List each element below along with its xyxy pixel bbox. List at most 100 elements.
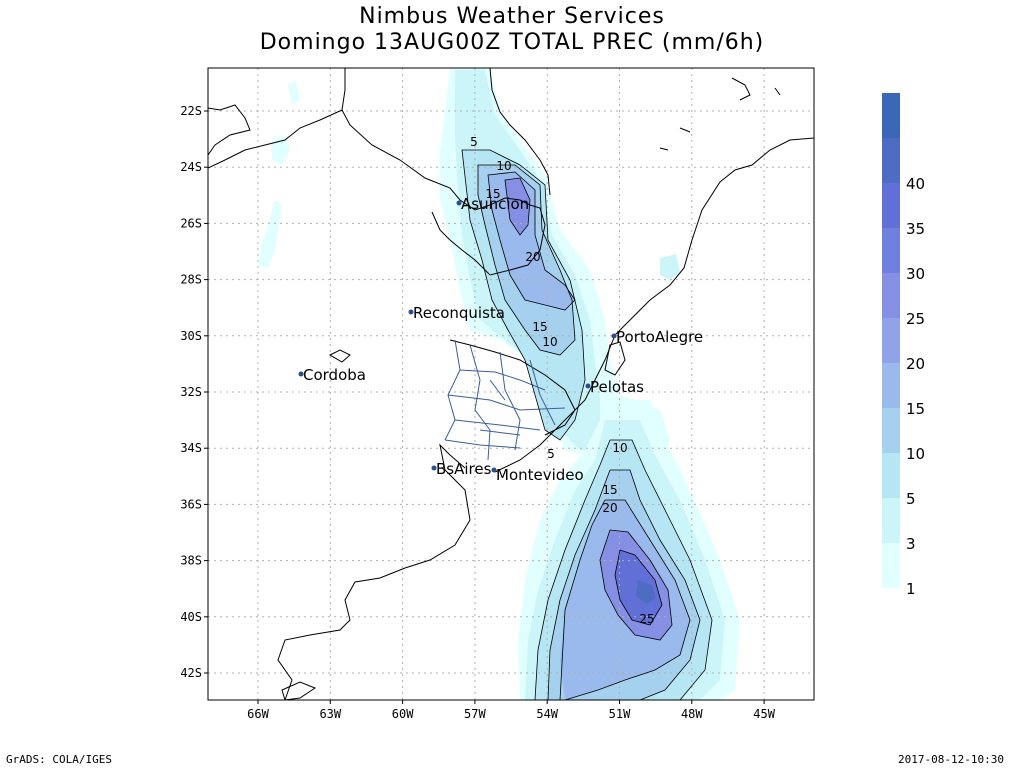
map-frame	[207, 67, 815, 701]
lat-tick-label: 28S	[180, 273, 202, 287]
precip-patch-west	[272, 135, 290, 165]
contour-south-20	[599, 529, 673, 641]
lon-tick-label: 54W	[536, 707, 558, 721]
legend-swatch	[882, 408, 900, 453]
legend-level-label: 25	[906, 310, 925, 328]
lon-tick-label: 60W	[392, 707, 414, 721]
legend-swatch	[882, 93, 900, 138]
legend-level-label: 5	[906, 490, 916, 508]
city-label: Montevideo	[496, 466, 584, 484]
latitude-axis: 22S 24S 26S 28S 30S 32S 34S 36S 38S 40S 42S	[180, 104, 208, 680]
contour-label: 10	[612, 441, 627, 455]
city-pelotas: Pelotas	[585, 378, 644, 396]
contour-label: 5	[547, 447, 555, 461]
contour-label: 5	[470, 135, 478, 149]
coastline-south-america-east	[494, 137, 814, 473]
precip-band-north-20mm	[505, 178, 530, 235]
footer-credit: GrADS: COLA/IGES	[6, 753, 112, 766]
legend-level-label: 3	[906, 535, 916, 553]
coast-islands	[659, 77, 781, 151]
city-label: Asuncion	[461, 195, 529, 213]
legend-level-label: 30	[906, 265, 925, 283]
contour-label: 10	[542, 335, 557, 349]
legend-swatch	[882, 363, 900, 408]
bolivia-border	[208, 109, 343, 169]
city-portoalegre: PortoAlegre	[611, 328, 703, 346]
lat-tick-label: 24S	[180, 160, 202, 174]
contour-north-10	[477, 164, 576, 356]
contour-label: 20	[525, 250, 540, 264]
lon-tick-label: 63W	[319, 707, 341, 721]
footer-timestamp: 2017-08-12-10:30	[898, 753, 1004, 766]
legend-swatch	[882, 273, 900, 318]
contour-label: 20	[602, 501, 617, 515]
city-montevideo: Montevideo	[491, 466, 584, 484]
contour-south-15	[559, 499, 691, 700]
lat-tick-label: 38S	[180, 554, 202, 568]
contour-north-20	[504, 177, 531, 236]
lake-patos	[604, 341, 626, 376]
legend-level-label: 35	[906, 220, 925, 238]
lon-tick-label: 51W	[609, 707, 631, 721]
legend-swatch	[882, 183, 900, 228]
contour-south-25	[614, 549, 663, 626]
map-subtitle: Domingo 13AUG00Z TOTAL PREC (mm/6h)	[259, 30, 765, 55]
city-cordoba: Cordoba	[298, 366, 366, 384]
contour-labels: 5 10 15 20 15 10 5 10 15 20 25	[470, 135, 654, 626]
contour-label: 15	[602, 483, 617, 497]
legend-swatch	[882, 228, 900, 273]
legend-swatch	[882, 138, 900, 183]
river-network	[444, 339, 566, 461]
longitude-axis: 66W 63W 60W 57W 54W 51W 48W 45W	[247, 700, 776, 721]
coastline-argentina	[277, 443, 471, 700]
lon-tick-label: 45W	[753, 707, 775, 721]
legend-level-label: 15	[906, 400, 925, 418]
lat-tick-label: 34S	[180, 441, 202, 455]
lon-tick-label: 48W	[681, 707, 703, 721]
lat-tick-label: 30S	[180, 329, 202, 343]
coastline-patagonia-island	[281, 681, 317, 700]
brazil-interior-border	[489, 68, 551, 196]
legend-swatch	[882, 543, 900, 588]
contour-north-15	[487, 171, 576, 311]
contour-south-10	[547, 469, 701, 700]
legend-swatch	[882, 498, 900, 543]
lat-tick-label: 32S	[180, 385, 202, 399]
city-label: Pelotas	[590, 378, 644, 396]
contour-label: 25	[639, 612, 654, 626]
lat-tick-label: 26S	[180, 216, 202, 230]
city-asuncion: Asuncion	[456, 195, 529, 213]
cities: Asuncion Reconquista PortoAlegre Cordoba…	[298, 195, 703, 484]
lake-cordoba	[328, 349, 351, 363]
city-label: Reconquista	[413, 304, 505, 322]
paraguay-border	[341, 68, 546, 276]
city-label: PortoAlegre	[616, 328, 703, 346]
lat-tick-label: 42S	[180, 666, 202, 680]
contour-label: 10	[496, 159, 511, 173]
map-title: Nimbus Weather Services	[359, 4, 665, 29]
precip-patch-west-3	[288, 80, 300, 105]
contour-south-5	[534, 439, 713, 700]
lon-tick-label: 66W	[247, 707, 269, 721]
legend-level-label: 40	[906, 175, 925, 193]
lat-tick-label: 36S	[180, 497, 202, 511]
city-reconquista: Reconquista	[408, 304, 505, 322]
legend-swatch	[882, 318, 900, 363]
legend-level-label: 10	[906, 445, 925, 463]
precip-patch-coast	[660, 254, 680, 280]
city-label: Cordoba	[303, 366, 366, 384]
lat-tick-label: 40S	[180, 610, 202, 624]
contour-label: 15	[485, 187, 500, 201]
chile-border	[208, 104, 251, 156]
lon-tick-label: 57W	[464, 707, 486, 721]
precip-patch-west-2	[258, 200, 282, 268]
lat-tick-label: 22S	[180, 104, 202, 118]
city-label: BsAires	[436, 460, 492, 478]
legend-level-label: 1	[906, 580, 916, 598]
uruguay-border	[449, 339, 576, 436]
contour-lines	[461, 149, 713, 700]
city-bsaires: BsAires	[431, 460, 492, 478]
graticule	[208, 68, 814, 700]
